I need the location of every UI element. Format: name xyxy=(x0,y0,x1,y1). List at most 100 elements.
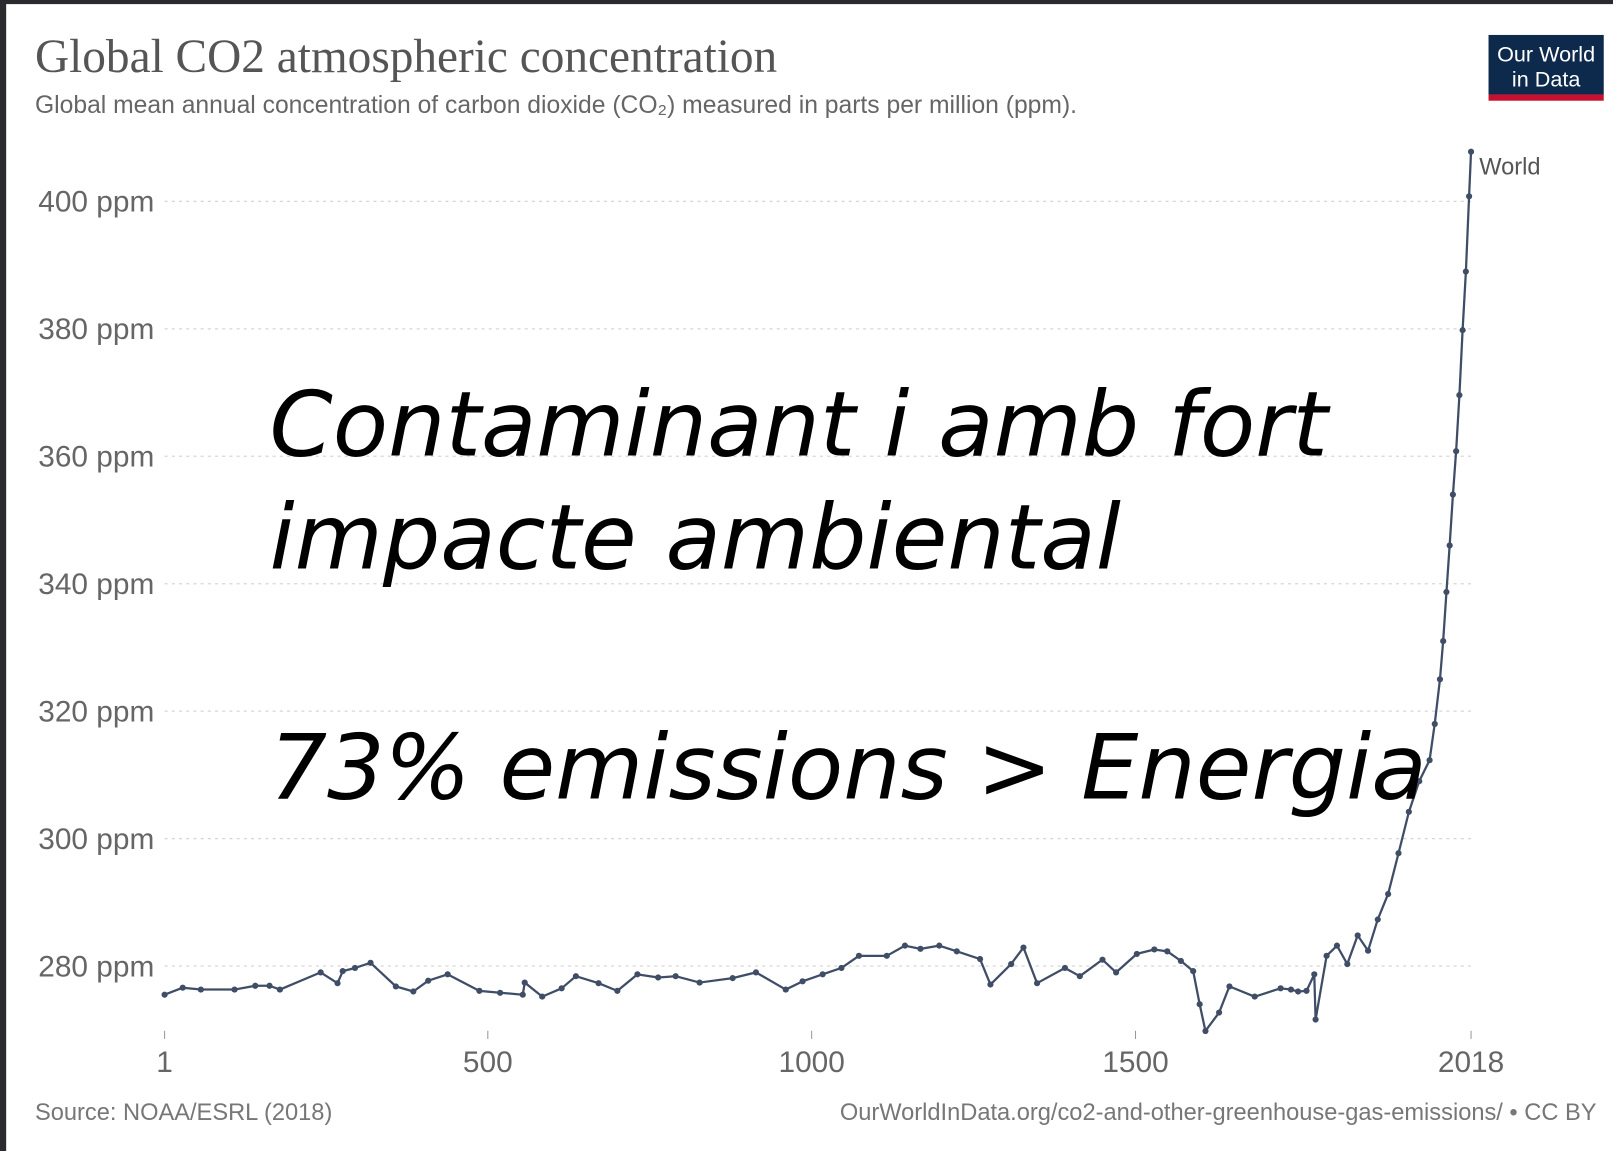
series-label: World xyxy=(1479,154,1540,180)
data-point xyxy=(1020,944,1026,950)
chart-title: Global CO2 atmospheric concentration xyxy=(35,31,777,83)
annotation: Contaminant i amb fort xyxy=(270,372,1332,477)
x-tick-label: 2018 xyxy=(1438,1046,1504,1079)
data-point xyxy=(1077,973,1083,979)
data-point xyxy=(1113,969,1119,975)
data-point xyxy=(1453,448,1459,454)
data-point xyxy=(367,960,373,966)
chart: Global CO2 atmospheric concentration Glo… xyxy=(0,0,1613,1151)
data-point xyxy=(1450,491,1456,497)
data-point xyxy=(783,987,789,993)
data-point xyxy=(1311,971,1317,977)
data-point xyxy=(1252,994,1258,1000)
data-point xyxy=(1295,988,1301,994)
logo-text: in Data xyxy=(1512,66,1580,91)
annotation: 73% emissions > Energia xyxy=(270,716,1427,821)
data-point xyxy=(1099,957,1105,963)
data-point xyxy=(559,985,565,991)
data-point xyxy=(614,988,620,994)
data-point xyxy=(902,943,908,949)
data-point xyxy=(1313,1016,1319,1022)
data-point xyxy=(673,973,679,979)
data-point xyxy=(1463,268,1469,274)
data-point xyxy=(1443,589,1449,595)
y-tick-label: 380 ppm xyxy=(38,313,154,346)
data-point xyxy=(1466,193,1472,199)
data-point xyxy=(252,983,258,989)
data-point xyxy=(476,988,482,994)
data-point xyxy=(1334,943,1340,949)
data-point xyxy=(820,971,826,977)
data-point xyxy=(697,980,703,986)
data-point xyxy=(838,965,844,971)
data-point xyxy=(1164,948,1170,954)
data-point xyxy=(1190,968,1196,974)
data-point xyxy=(1385,891,1391,897)
chart-subtitle: Global mean annual concentration of carb… xyxy=(35,92,1077,119)
data-point xyxy=(634,971,640,977)
data-point xyxy=(1365,948,1371,954)
data-point xyxy=(1440,638,1446,644)
data-point xyxy=(1468,149,1474,155)
data-point xyxy=(1426,757,1432,763)
data-point xyxy=(1034,980,1040,986)
data-point xyxy=(1303,988,1309,994)
y-tick-label: 360 ppm xyxy=(38,441,154,474)
data-point xyxy=(655,974,661,980)
data-point xyxy=(162,992,168,998)
y-tick-label: 400 ppm xyxy=(38,186,154,219)
data-point xyxy=(1375,916,1381,922)
data-point xyxy=(1288,987,1294,993)
data-point xyxy=(1460,327,1466,333)
annotation: impacte ambiental xyxy=(270,485,1121,590)
logo-stripe xyxy=(1489,95,1604,101)
y-tick-label: 320 ppm xyxy=(38,695,154,728)
data-point xyxy=(1432,721,1438,727)
y-tick-label: 280 ppm xyxy=(38,950,154,983)
data-point xyxy=(730,975,736,981)
data-point xyxy=(936,943,942,949)
data-point xyxy=(1344,961,1350,967)
data-point xyxy=(856,953,862,959)
data-point xyxy=(1134,951,1140,957)
data-point xyxy=(753,969,759,975)
data-point xyxy=(800,978,806,984)
data-point xyxy=(340,968,346,974)
data-point xyxy=(520,992,526,998)
data-point xyxy=(1437,676,1443,682)
data-point xyxy=(1355,932,1361,938)
data-point xyxy=(1151,946,1157,952)
y-tick-label: 300 ppm xyxy=(38,823,154,856)
data-point xyxy=(1447,542,1453,548)
data-point xyxy=(573,973,579,979)
data-point xyxy=(1324,953,1330,959)
y-tick-label: 340 ppm xyxy=(38,568,154,601)
data-point xyxy=(198,987,204,993)
x-tick-label: 1 xyxy=(156,1046,173,1079)
data-point xyxy=(522,980,528,986)
data-point xyxy=(1216,1009,1222,1015)
data-point xyxy=(1456,392,1462,398)
data-point xyxy=(595,980,601,986)
x-tick-label: 500 xyxy=(463,1046,513,1079)
data-point xyxy=(277,987,283,993)
data-point xyxy=(539,994,545,1000)
data-point xyxy=(1062,965,1068,971)
data-point xyxy=(334,980,340,986)
data-point xyxy=(266,983,272,989)
data-point xyxy=(917,946,923,952)
data-point xyxy=(1278,985,1284,991)
data-point xyxy=(954,948,960,954)
data-point xyxy=(977,956,983,962)
x-tick-label: 1000 xyxy=(778,1046,844,1079)
source: Source: NOAA/ESRL (2018) xyxy=(35,1100,332,1126)
logo: Our World in Data xyxy=(1489,35,1604,101)
logo-text: Our World xyxy=(1497,42,1595,67)
data-point xyxy=(180,985,186,991)
data-point xyxy=(884,953,890,959)
data-point xyxy=(1226,983,1232,989)
data-point xyxy=(1202,1028,1208,1034)
data-point xyxy=(1395,850,1401,856)
data-point xyxy=(352,965,358,971)
data-point xyxy=(1178,958,1184,964)
